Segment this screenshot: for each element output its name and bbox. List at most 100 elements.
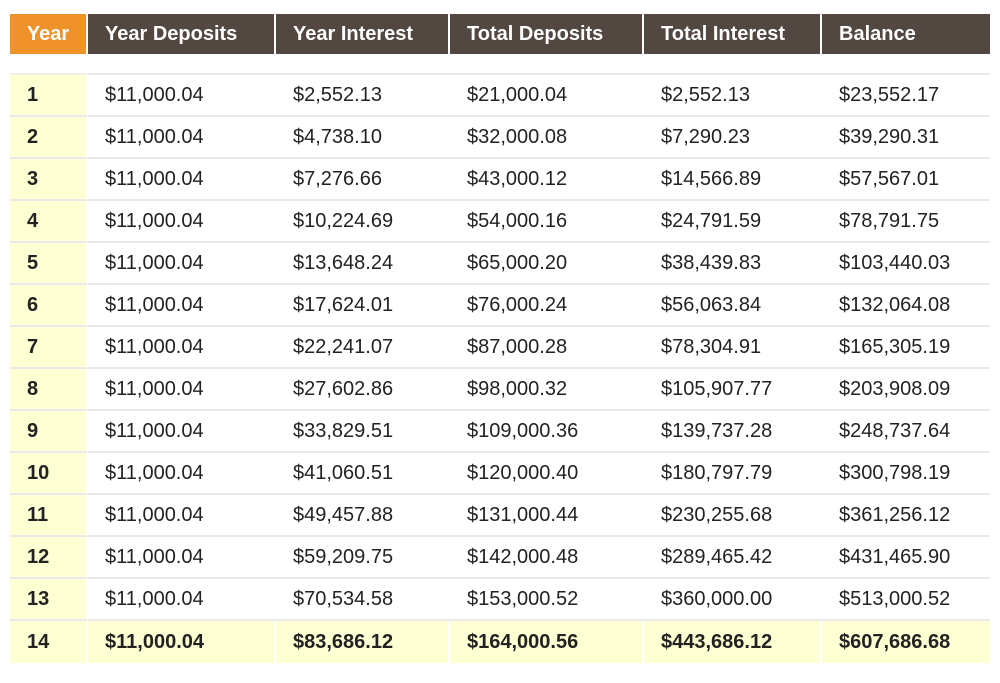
cell-year-interest: $27,602.86 [276, 369, 450, 411]
cell-year-deposits: $11,000.04 [88, 495, 276, 537]
cell-total-interest: $24,791.59 [644, 201, 822, 243]
cell-year-deposits: $11,000.04 [88, 411, 276, 453]
cell-balance: $57,567.01 [822, 159, 990, 201]
cell-year-deposits: $11,000.04 [88, 159, 276, 201]
header-year-interest: Year Interest [276, 14, 450, 54]
cell-year-interest: $49,457.88 [276, 495, 450, 537]
cell-total-deposits: $32,000.08 [450, 117, 644, 159]
cell-total-deposits: $153,000.52 [450, 579, 644, 621]
cell-year-interest: $4,738.10 [276, 117, 450, 159]
cell-year-deposits: $11,000.04 [88, 285, 276, 327]
cell-total-deposits: $87,000.28 [450, 327, 644, 369]
table-row: 3 $11,000.04 $7,276.66 $43,000.12 $14,566.89… [10, 159, 990, 201]
cell-total-interest: $56,063.84 [644, 285, 822, 327]
cell-year: 3 [10, 159, 88, 201]
cell-balance: $78,791.75 [822, 201, 990, 243]
total-cell-year-interest: $83,686.12 [276, 621, 450, 663]
total-cell-total-interest: $443,686.12 [644, 621, 822, 663]
cell-year: 12 [10, 537, 88, 579]
cell-year: 4 [10, 201, 88, 243]
cell-balance: $300,798.19 [822, 453, 990, 495]
table-row: 9 $11,000.04 $33,829.51 $109,000.36 $139,737… [10, 411, 990, 453]
cell-balance: $39,290.31 [822, 117, 990, 159]
table-header: Year Year Deposits Year Interest Total D… [10, 14, 990, 54]
cell-year-deposits: $11,000.04 [88, 243, 276, 285]
cell-total-interest: $139,737.28 [644, 411, 822, 453]
cell-year-deposits: $11,000.04 [88, 453, 276, 495]
cell-year: 9 [10, 411, 88, 453]
total-cell-year-deposits: $11,000.04 [88, 621, 276, 663]
cell-total-interest: $38,439.83 [644, 243, 822, 285]
header-total-interest: Total Interest [644, 14, 822, 54]
cell-year-interest: $17,624.01 [276, 285, 450, 327]
total-row: 14 $11,000.04 $83,686.12 $164,000.56 $443,68… [10, 621, 990, 663]
cell-balance: $23,552.17 [822, 75, 990, 117]
header-total-deposits: Total Deposits [450, 14, 644, 54]
cell-year-interest: $22,241.07 [276, 327, 450, 369]
cell-year: 2 [10, 117, 88, 159]
cell-total-deposits: $109,000.36 [450, 411, 644, 453]
table-row: 2 $11,000.04 $4,738.10 $32,000.08 $7,290.23 $… [10, 117, 990, 159]
cell-balance: $513,000.52 [822, 579, 990, 621]
cell-total-deposits: $54,000.16 [450, 201, 644, 243]
cell-total-interest: $2,552.13 [644, 75, 822, 117]
cell-year-deposits: $11,000.04 [88, 327, 276, 369]
cell-total-deposits: $76,000.24 [450, 285, 644, 327]
cell-year-interest: $70,534.58 [276, 579, 450, 621]
table-body: 1 $11,000.04 $2,552.13 $21,000.04 $2,552.13 $… [10, 54, 990, 663]
cell-balance: $248,737.64 [822, 411, 990, 453]
cell-total-deposits: $65,000.20 [450, 243, 644, 285]
header-spacer-row [10, 54, 990, 75]
cell-year: 7 [10, 327, 88, 369]
cell-total-interest: $230,255.68 [644, 495, 822, 537]
cell-total-interest: $289,465.42 [644, 537, 822, 579]
cell-balance: $203,908.09 [822, 369, 990, 411]
cell-year: 11 [10, 495, 88, 537]
cell-total-deposits: $142,000.48 [450, 537, 644, 579]
total-cell-balance: $607,686.68 [822, 621, 990, 663]
table-row: 8 $11,000.04 $27,602.86 $98,000.32 $105,907.… [10, 369, 990, 411]
cell-year-interest: $13,648.24 [276, 243, 450, 285]
cell-balance: $132,064.08 [822, 285, 990, 327]
cell-year: 13 [10, 579, 88, 621]
cell-total-deposits: $98,000.32 [450, 369, 644, 411]
cell-year-interest: $41,060.51 [276, 453, 450, 495]
cell-year-deposits: $11,000.04 [88, 579, 276, 621]
table-row: 7 $11,000.04 $22,241.07 $87,000.28 $78,304.9… [10, 327, 990, 369]
cell-year-interest: $59,209.75 [276, 537, 450, 579]
cell-total-interest: $78,304.91 [644, 327, 822, 369]
cell-total-interest: $180,797.79 [644, 453, 822, 495]
cell-year-deposits: $11,000.04 [88, 537, 276, 579]
table-row: 10 $11,000.04 $41,060.51 $120,000.40 $180,79… [10, 453, 990, 495]
header-year: Year [10, 14, 88, 54]
cell-total-interest: $360,000.00 [644, 579, 822, 621]
cell-year-deposits: $11,000.04 [88, 369, 276, 411]
table-row: 13 $11,000.04 $70,534.58 $153,000.52 $360,00… [10, 579, 990, 621]
cell-total-deposits: $131,000.44 [450, 495, 644, 537]
header-row: Year Year Deposits Year Interest Total D… [10, 14, 990, 54]
total-cell-year: 14 [10, 621, 88, 663]
header-balance: Balance [822, 14, 990, 54]
cell-balance: $103,440.03 [822, 243, 990, 285]
cell-balance: $165,305.19 [822, 327, 990, 369]
cell-balance: $431,465.90 [822, 537, 990, 579]
cell-total-deposits: $43,000.12 [450, 159, 644, 201]
cell-year: 6 [10, 285, 88, 327]
total-cell-total-deposits: $164,000.56 [450, 621, 644, 663]
cell-year-interest: $10,224.69 [276, 201, 450, 243]
table-row: 1 $11,000.04 $2,552.13 $21,000.04 $2,552.13 $… [10, 75, 990, 117]
table-row: 12 $11,000.04 $59,209.75 $142,000.48 $289,46… [10, 537, 990, 579]
savings-schedule-table: Year Year Deposits Year Interest Total D… [10, 14, 990, 663]
table-row: 5 $11,000.04 $13,648.24 $65,000.20 $38,439.8… [10, 243, 990, 285]
cell-balance: $361,256.12 [822, 495, 990, 537]
cell-year-deposits: $11,000.04 [88, 201, 276, 243]
cell-total-interest: $105,907.77 [644, 369, 822, 411]
table-row: 11 $11,000.04 $49,457.88 $131,000.44 $230,25… [10, 495, 990, 537]
cell-year: 1 [10, 75, 88, 117]
cell-year-deposits: $11,000.04 [88, 75, 276, 117]
table-row: 6 $11,000.04 $17,624.01 $76,000.24 $56,063.8… [10, 285, 990, 327]
cell-total-interest: $14,566.89 [644, 159, 822, 201]
cell-year-interest: $33,829.51 [276, 411, 450, 453]
cell-year-interest: $7,276.66 [276, 159, 450, 201]
table-row: 4 $11,000.04 $10,224.69 $54,000.16 $24,791.5… [10, 201, 990, 243]
